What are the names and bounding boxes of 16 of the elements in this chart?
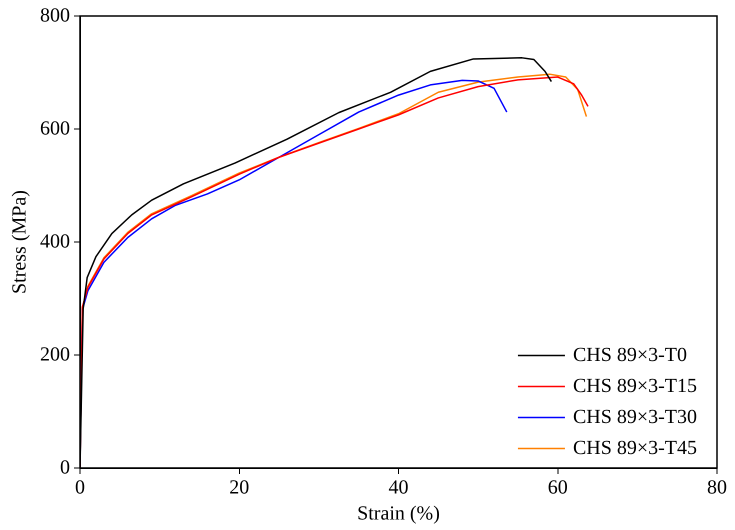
legend-label: CHS 89×3-T15 [572, 374, 697, 397]
y-tick-label: 800 [40, 4, 70, 26]
legend-label: CHS 89×3-T30 [572, 406, 697, 428]
x-tick-label: 80 [707, 476, 727, 498]
y-tick-label: 400 [40, 230, 70, 252]
x-tick-label: 20 [229, 476, 250, 498]
y-tick-label: 0 [60, 456, 70, 478]
y-axis-title: Stress (MPa) [8, 190, 30, 294]
legend-label: CHS 89×3-T45 [572, 436, 697, 459]
x-tick-label: 0 [75, 476, 85, 498]
y-tick-label: 200 [40, 343, 70, 366]
y-tick-label: 600 [40, 117, 70, 140]
legend-label: CHS 89×3-T0 [572, 344, 687, 366]
x-axis-title: Strain (%) [357, 502, 440, 524]
x-tick-label: 60 [548, 476, 568, 498]
x-tick-label: 40 [388, 476, 408, 498]
